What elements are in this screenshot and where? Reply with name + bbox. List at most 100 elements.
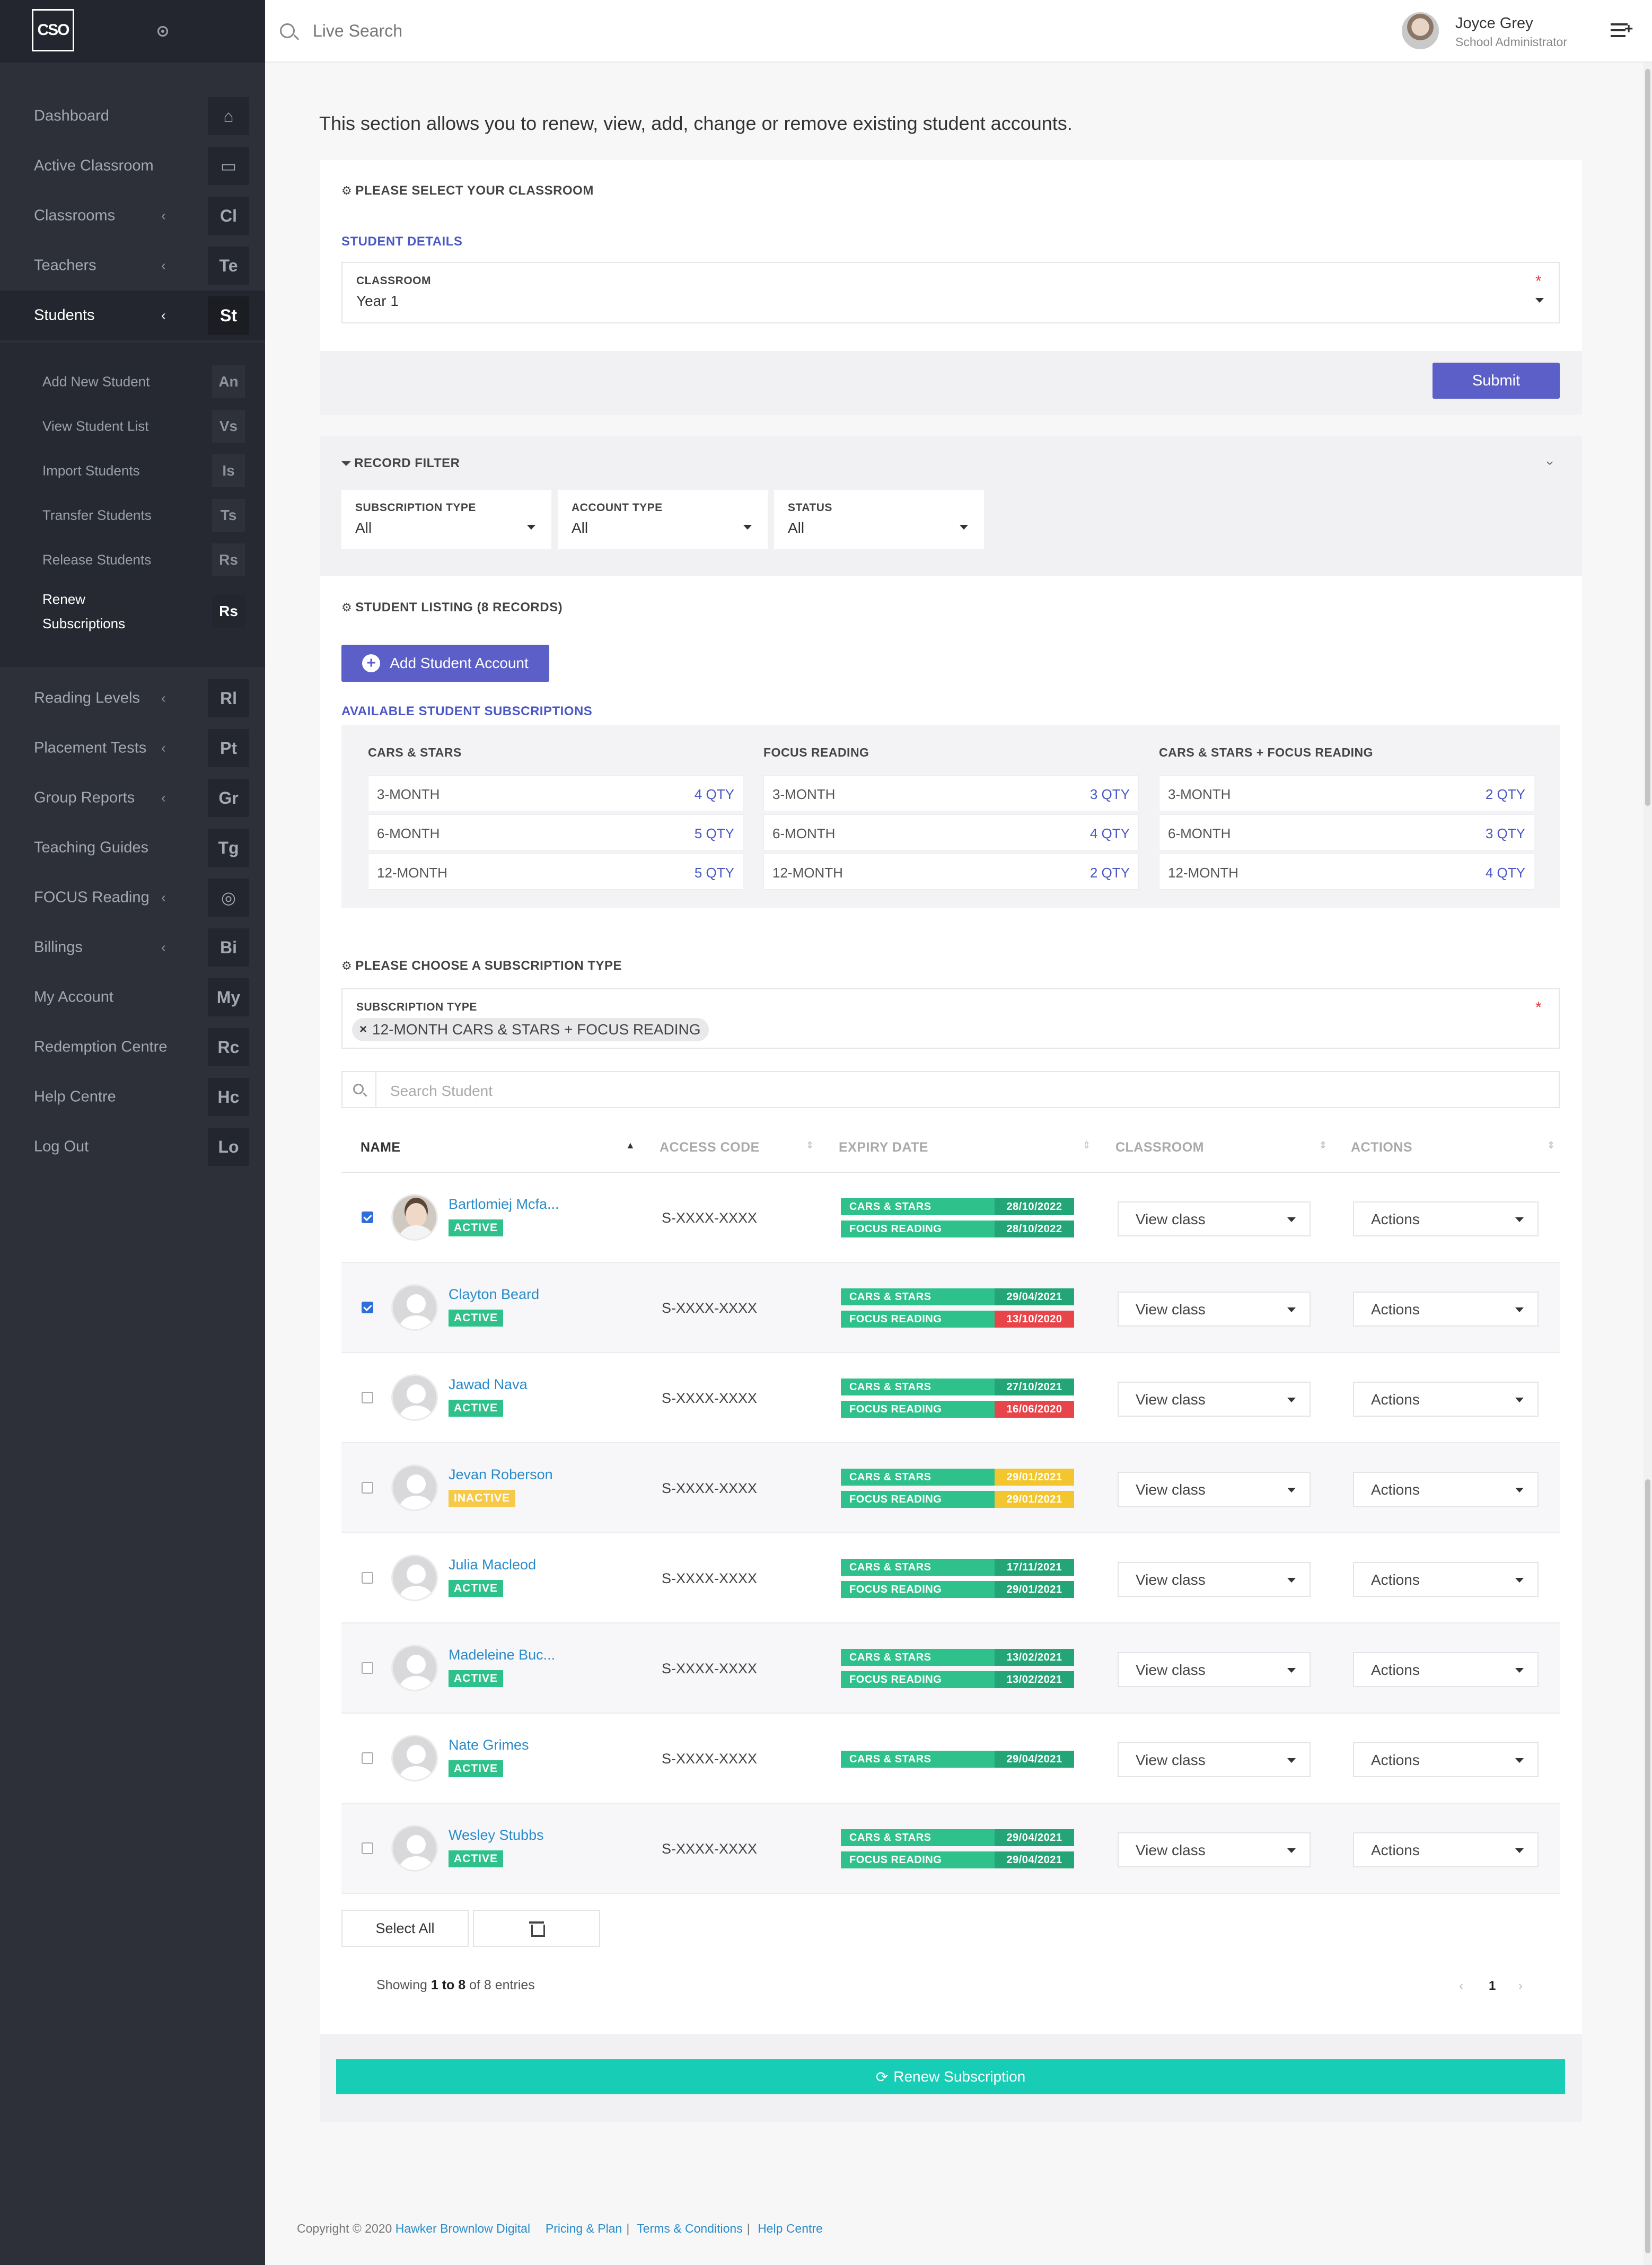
live-search-input[interactable]: [313, 21, 631, 41]
actions-dropdown[interactable]: Actions: [1353, 1562, 1539, 1597]
student-avatar: [391, 1194, 438, 1241]
sort-icon[interactable]: ⇕: [1547, 1140, 1556, 1151]
renew-subscription-button[interactable]: ⟳ Renew Subscription: [336, 2059, 1565, 2094]
col-header-name[interactable]: NAME: [361, 1140, 401, 1155]
menu-add-icon[interactable]: [1611, 20, 1633, 39]
classroom-select[interactable]: CLASSROOM Year 1 *: [341, 262, 1560, 323]
terms-link[interactable]: Terms & Conditions: [637, 2222, 743, 2235]
filter-subscription-type-select[interactable]: SUBSCRIPTION TYPE All: [341, 490, 551, 549]
select-all-button[interactable]: Select All: [341, 1910, 469, 1947]
view-class-dropdown[interactable]: View class: [1118, 1292, 1311, 1327]
submenu-item-transfer-students[interactable]: Transfer Students Ts: [0, 493, 265, 538]
row-checkbox[interactable]: [362, 1752, 373, 1764]
student-name-link[interactable]: Jevan Roberson: [449, 1467, 553, 1482]
help-centre-link[interactable]: Help Centre: [758, 2222, 823, 2235]
sidebar-item-placement-tests[interactable]: Placement Tests ‹ Pt: [0, 723, 265, 773]
expiry-date: 29/04/2021: [995, 1751, 1074, 1768]
row-checkbox[interactable]: [362, 1662, 373, 1674]
view-class-dropdown[interactable]: View class: [1118, 1382, 1311, 1417]
submenu-item-import-students[interactable]: Import Students Is: [0, 449, 265, 493]
sidebar-item-classrooms[interactable]: Classrooms ‹ Cl: [0, 191, 265, 241]
col-header-classroom[interactable]: CLASSROOM: [1115, 1140, 1204, 1155]
submenu-item-add-new-student[interactable]: Add New Student An: [0, 359, 265, 404]
chevron-down-icon: [1515, 1398, 1524, 1402]
sidebar-item-students[interactable]: Students ‹ St: [0, 291, 265, 340]
view-class-dropdown[interactable]: View class: [1118, 1742, 1311, 1777]
sidebar-item-help-centre[interactable]: Help Centre Hc: [0, 1072, 265, 1122]
student-name-link[interactable]: Julia Macleod: [449, 1557, 537, 1573]
sidebar-item-teachers[interactable]: Teachers ‹ Te: [0, 241, 265, 291]
pricing-link[interactable]: Pricing & Plan: [545, 2222, 622, 2235]
delete-button[interactable]: [473, 1910, 600, 1947]
submenu-item-renew-subscriptions[interactable]: Renew Subscriptions Rs: [0, 582, 265, 640]
row-checkbox[interactable]: [362, 1211, 373, 1223]
student-name-link[interactable]: Bartlomiej Mcfa...: [449, 1196, 559, 1212]
row-checkbox[interactable]: [362, 1392, 373, 1403]
sidebar-item-teaching-guides[interactable]: Teaching Guides Tg: [0, 823, 265, 873]
row-checkbox[interactable]: [362, 1302, 373, 1313]
student-name-link[interactable]: Madeleine Buc...: [449, 1647, 556, 1663]
sidebar-item-my-account[interactable]: My Account My: [0, 972, 265, 1022]
row-checkbox[interactable]: [362, 1482, 373, 1494]
view-class-dropdown[interactable]: View class: [1118, 1562, 1311, 1597]
actions-dropdown[interactable]: Actions: [1353, 1292, 1539, 1327]
logo[interactable]: CSO: [32, 9, 74, 51]
row-checkbox[interactable]: [362, 1572, 373, 1584]
page-prev-button[interactable]: ‹: [1459, 1979, 1463, 1993]
collapse-chevron-icon[interactable]: ›: [1542, 461, 1559, 466]
page-next-button[interactable]: ›: [1518, 1979, 1523, 1993]
student-name-link[interactable]: Wesley Stubbs: [449, 1827, 544, 1843]
submenu-item-view-student-list[interactable]: View Student List Vs: [0, 404, 265, 449]
sort-icon[interactable]: ⇕: [806, 1140, 814, 1151]
sort-icon[interactable]: ⇕: [1319, 1140, 1328, 1151]
sidebar-item-dashboard[interactable]: Dashboard ⌂: [0, 91, 265, 141]
student-name-link[interactable]: Nate Grimes: [449, 1737, 529, 1753]
col-header-access-code[interactable]: ACCESS CODE: [660, 1140, 760, 1155]
expiry-product: CARS & STARS: [841, 1379, 995, 1395]
footer-separator: |: [746, 2222, 750, 2235]
actions-dropdown[interactable]: Actions: [1353, 1832, 1539, 1867]
subscription-chip[interactable]: × 12-MONTH CARS & STARS + FOCUS READING: [352, 1018, 709, 1041]
student-name-link[interactable]: Clayton Beard: [449, 1286, 540, 1302]
col-header-expiry-date[interactable]: EXPIRY DATE: [839, 1140, 928, 1155]
view-class-dropdown[interactable]: View class: [1118, 1201, 1311, 1236]
actions-dropdown[interactable]: Actions: [1353, 1652, 1539, 1687]
sidebar-item-reading-levels[interactable]: Reading Levels ‹ Rl: [0, 673, 265, 723]
sidebar-item-log-out[interactable]: Log Out Lo: [0, 1122, 265, 1172]
actions-dropdown[interactable]: Actions: [1353, 1742, 1539, 1777]
filter-status-select[interactable]: STATUS All: [774, 490, 984, 549]
sidebar-item-redemption-centre[interactable]: Redemption Centre Rc: [0, 1022, 265, 1072]
logo-area: CSO: [0, 0, 265, 63]
scrollbar-thumb[interactable]: [1645, 69, 1650, 806]
sidebar-item-group-reports[interactable]: Group Reports ‹ Gr: [0, 773, 265, 823]
company-link[interactable]: Hawker Brownlow Digital: [395, 2222, 531, 2235]
chevron-down-icon: [1287, 1488, 1296, 1493]
sidebar-item-focus-reading[interactable]: FOCUS Reading ‹ ◎: [0, 873, 265, 923]
page-1-button[interactable]: 1: [1489, 1979, 1496, 1993]
add-student-account-button[interactable]: + Add Student Account: [341, 645, 549, 682]
view-class-dropdown[interactable]: View class: [1118, 1832, 1311, 1867]
actions-dropdown[interactable]: Actions: [1353, 1382, 1539, 1417]
scrollbar-thumb-secondary[interactable]: [1645, 1479, 1650, 2253]
filter-account-type-select[interactable]: ACCOUNT TYPE All: [558, 490, 768, 549]
pin-icon[interactable]: [157, 26, 168, 37]
submit-button[interactable]: Submit: [1433, 363, 1560, 399]
search-student-field[interactable]: Search Student: [341, 1071, 1560, 1108]
sidebar-item-billings[interactable]: Billings ‹ Bi: [0, 923, 265, 972]
actions-dropdown[interactable]: Actions: [1353, 1201, 1539, 1236]
row-checkbox[interactable]: [362, 1842, 373, 1854]
view-class-dropdown[interactable]: View class: [1118, 1652, 1311, 1687]
submenu-item-release-students[interactable]: Release Students Rs: [0, 538, 265, 582]
sort-asc-icon[interactable]: ▲: [626, 1140, 635, 1151]
sidebar-item-active-classroom[interactable]: Active Classroom ▭: [0, 141, 265, 191]
view-class-label: View class: [1136, 1301, 1206, 1318]
student-name-link[interactable]: Jawad Nava: [449, 1376, 528, 1392]
col-header-actions[interactable]: ACTIONS: [1351, 1140, 1412, 1155]
access-code: S-XXXX-XXXX: [662, 1751, 758, 1767]
remove-chip-icon[interactable]: ×: [359, 1022, 367, 1037]
view-class-dropdown[interactable]: View class: [1118, 1472, 1311, 1507]
user-avatar[interactable]: [1402, 12, 1439, 49]
actions-dropdown[interactable]: Actions: [1353, 1472, 1539, 1507]
user-name[interactable]: Joyce Grey: [1455, 15, 1533, 32]
sort-icon[interactable]: ⇕: [1083, 1140, 1091, 1151]
